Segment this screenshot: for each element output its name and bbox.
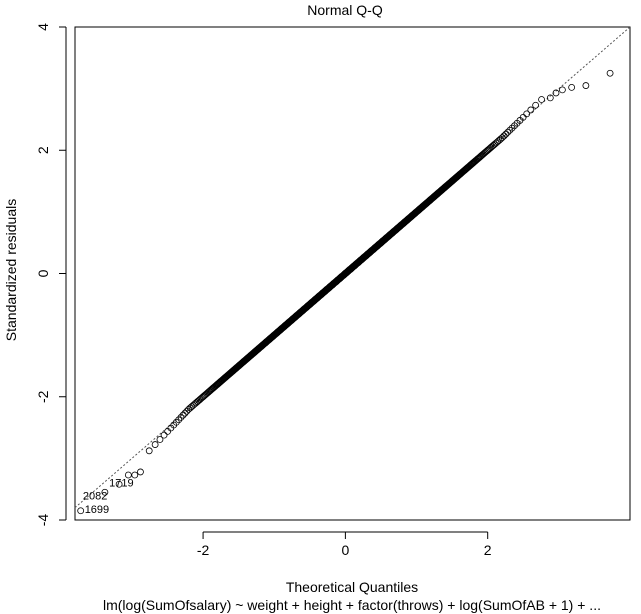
y-tick-label: -4 — [35, 514, 51, 527]
qq-point — [160, 431, 168, 439]
x-tick-label: -2 — [197, 542, 210, 558]
qq-point — [172, 418, 180, 426]
point-label: 2082 — [83, 490, 107, 502]
qq-point — [500, 132, 508, 140]
chart-title: Normal Q-Q — [307, 2, 383, 18]
qq-point — [124, 471, 132, 479]
x-axis: -2 0 2 — [197, 531, 492, 558]
qq-point — [582, 82, 590, 89]
x-tick-label: 0 — [341, 542, 349, 558]
qq-point — [179, 411, 187, 419]
qq-point — [101, 488, 109, 496]
y-axis-title: Standardized residuals — [3, 199, 19, 341]
qq-point — [506, 126, 514, 134]
qq-point — [606, 69, 614, 77]
qq-point — [527, 106, 535, 114]
qq-point — [502, 130, 510, 138]
qq-point — [568, 83, 576, 91]
y-axis: -4 -2 0 2 4 — [35, 23, 67, 527]
qq-point — [156, 436, 164, 443]
qq-point — [559, 86, 566, 94]
qq-point — [532, 101, 540, 109]
qq-point — [177, 413, 185, 421]
qq-point — [151, 441, 159, 448]
point-label: 1699 — [85, 504, 109, 516]
qq-point — [546, 94, 554, 102]
qq-point — [552, 89, 560, 97]
x-tick-label: 2 — [484, 542, 492, 558]
qq-point — [519, 113, 527, 121]
y-tick-label: 2 — [35, 146, 51, 154]
subtitle: lm(log(SumOfsalary) ~ weight + height + … — [103, 597, 601, 613]
qq-point — [181, 409, 189, 417]
qq-point — [131, 471, 139, 479]
qq-point — [164, 427, 172, 435]
x-axis-title: Theoretical Quantiles — [286, 579, 418, 595]
qq-point — [77, 507, 85, 515]
qq-point — [538, 96, 545, 103]
y-tick-label: 0 — [35, 269, 51, 277]
qq-point — [523, 110, 531, 118]
qq-point — [115, 480, 123, 488]
qq-point — [504, 128, 512, 136]
plot-frame — [74, 26, 631, 521]
qq-point — [508, 124, 516, 132]
point-label: 1719 — [109, 477, 133, 489]
qq-point — [498, 134, 506, 142]
y-tick-label: -2 — [35, 390, 51, 403]
qq-point — [137, 468, 144, 476]
qq-points — [77, 69, 614, 515]
y-tick-label: 4 — [35, 23, 51, 31]
qq-point — [175, 416, 183, 424]
qq-point — [145, 447, 153, 455]
